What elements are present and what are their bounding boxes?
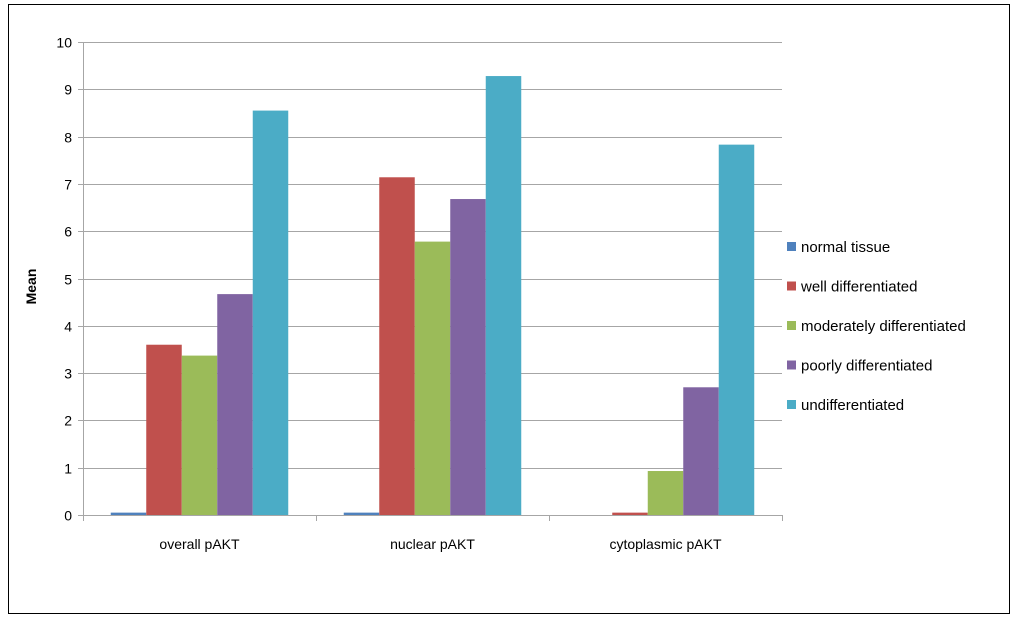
x-tick-label: overall pAKT bbox=[159, 536, 240, 552]
legend-swatch bbox=[787, 321, 796, 330]
bar-poorly-differentiated-0 bbox=[217, 294, 253, 515]
y-tick-label: 4 bbox=[64, 319, 72, 335]
bar-moderately-differentiated-0 bbox=[181, 355, 218, 515]
y-tick-label: 1 bbox=[64, 461, 72, 477]
legend-label: moderately differentiated bbox=[801, 318, 966, 335]
x-tick-label: cytoplasmic pAKT bbox=[609, 536, 721, 552]
legend-swatch bbox=[787, 400, 796, 409]
y-tick-label: 9 bbox=[64, 82, 72, 98]
chart-svg: 0 1 2 3 4 5 6 7 8 9 10 overall pAKT nuclear pAKT cyto… bbox=[23, 35, 966, 553]
legend-swatch bbox=[787, 360, 796, 370]
bar-undifferentiated-0 bbox=[252, 110, 289, 516]
legend-label: well differentiated bbox=[800, 279, 917, 296]
legend: normal tissue well differentiated moderate… bbox=[787, 239, 966, 414]
bar-normal-tissue-1 bbox=[343, 512, 380, 515]
bar-poorly-differentiated-1 bbox=[450, 199, 486, 515]
bar-undifferentiated-2 bbox=[718, 144, 755, 516]
y-tick-label: 5 bbox=[64, 272, 72, 288]
legend-swatch bbox=[787, 281, 796, 291]
x-tick-label: nuclear pAKT bbox=[390, 536, 475, 552]
y-tick-label: 6 bbox=[64, 224, 72, 240]
bar-undifferentiated-1 bbox=[485, 76, 522, 515]
chart-frame: 0 1 2 3 4 5 6 7 8 9 10 overall pAKT nuclear pAKT cyto… bbox=[8, 4, 1010, 614]
bars bbox=[110, 76, 755, 516]
legend-swatch bbox=[787, 242, 796, 251]
y-tick-label: 3 bbox=[64, 366, 72, 382]
y-axis-title: Mean bbox=[23, 269, 39, 305]
bar-poorly-differentiated-2 bbox=[683, 387, 719, 515]
legend-label: normal tissue bbox=[801, 239, 890, 256]
bar-well-differentiated-2 bbox=[612, 512, 648, 515]
bar-moderately-differentiated-1 bbox=[414, 241, 451, 515]
legend-label: poorly differentiated bbox=[801, 358, 932, 375]
y-tick-label: 7 bbox=[64, 177, 72, 193]
y-tick-label: 8 bbox=[64, 130, 72, 146]
y-tick-label: 10 bbox=[56, 35, 72, 51]
legend-label: undifferentiated bbox=[801, 397, 904, 414]
bar-well-differentiated-1 bbox=[379, 177, 415, 515]
y-tick-label: 2 bbox=[64, 413, 72, 429]
bar-normal-tissue-0 bbox=[110, 512, 147, 515]
bar-moderately-differentiated-2 bbox=[647, 471, 684, 515]
y-tick-label: 0 bbox=[64, 508, 72, 524]
axes: 0 1 2 3 4 5 6 7 8 9 10 overall pAKT nuclear pAKT cyto… bbox=[56, 35, 783, 552]
bar-well-differentiated-0 bbox=[146, 344, 182, 515]
